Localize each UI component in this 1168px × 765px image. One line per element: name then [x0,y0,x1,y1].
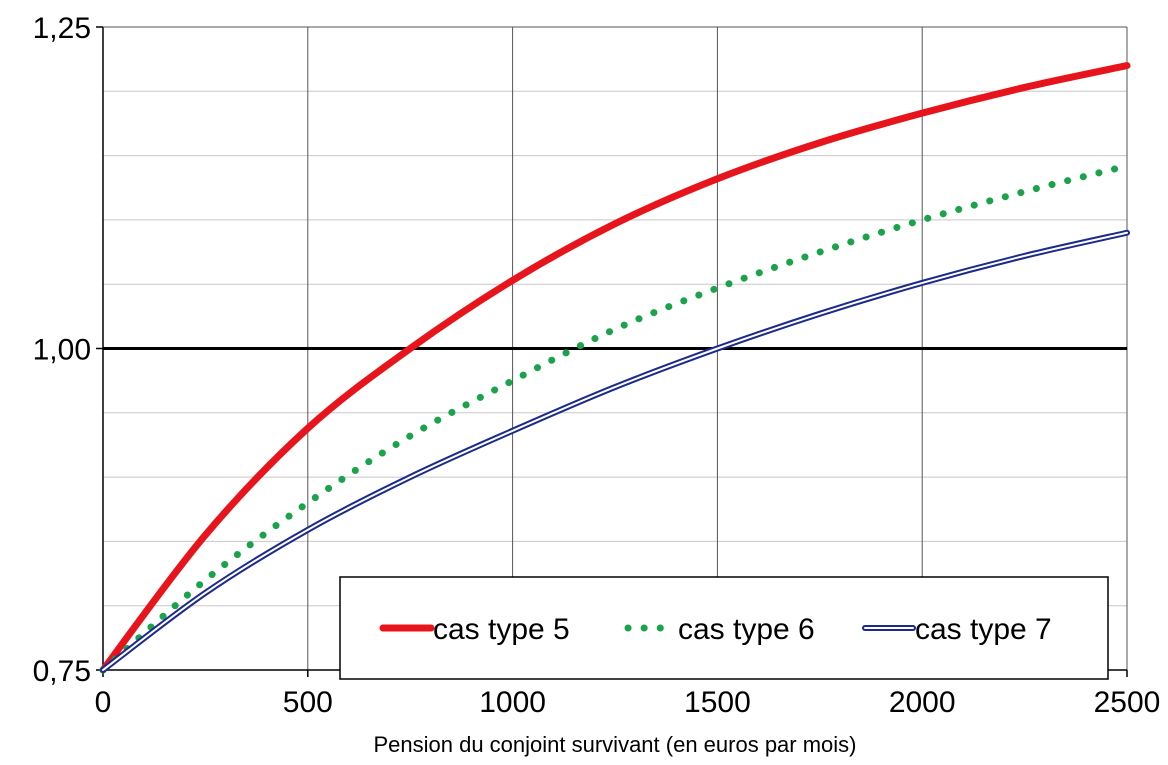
legend-entry-3: cas type 7 [862,613,1052,646]
series-1 [99,62,1131,674]
y-tick-label: 0,75 [33,655,91,688]
x-tick-label: 2500 [1094,686,1161,719]
legend-label-2: cas type 6 [678,613,815,646]
series-line-1 [99,62,1131,674]
x-tick-label: 1000 [479,686,546,719]
series-line-2 [99,162,1131,674]
y-tick-label: 1,00 [33,334,91,367]
data-series [99,62,1131,674]
legend-entry-2: cas type 6 [624,613,815,646]
x-axis-title: Pension du conjoint survivant (en euros … [373,732,856,757]
series-3 [100,229,1130,673]
x-tick-label: 1500 [684,686,751,719]
x-tick-label: 0 [95,686,112,719]
legend-entry-1: cas type 5 [379,613,570,646]
x-tick-label: 500 [283,686,333,719]
legend-label-1: cas type 5 [433,613,570,646]
legend-label-3: cas type 7 [915,613,1052,646]
legend-box [339,576,1109,680]
y-tick-label: 1,25 [33,12,91,45]
tick-labels: 0,75 1,00 1,25 0 500 1000 1500 2000 2500 [33,12,1161,719]
legend: cas type 5 cas type 6 cas type 7 [339,576,1109,680]
series-line-3-inner [102,231,1128,671]
series-2 [99,162,1131,674]
x-tick-label: 2000 [889,686,956,719]
